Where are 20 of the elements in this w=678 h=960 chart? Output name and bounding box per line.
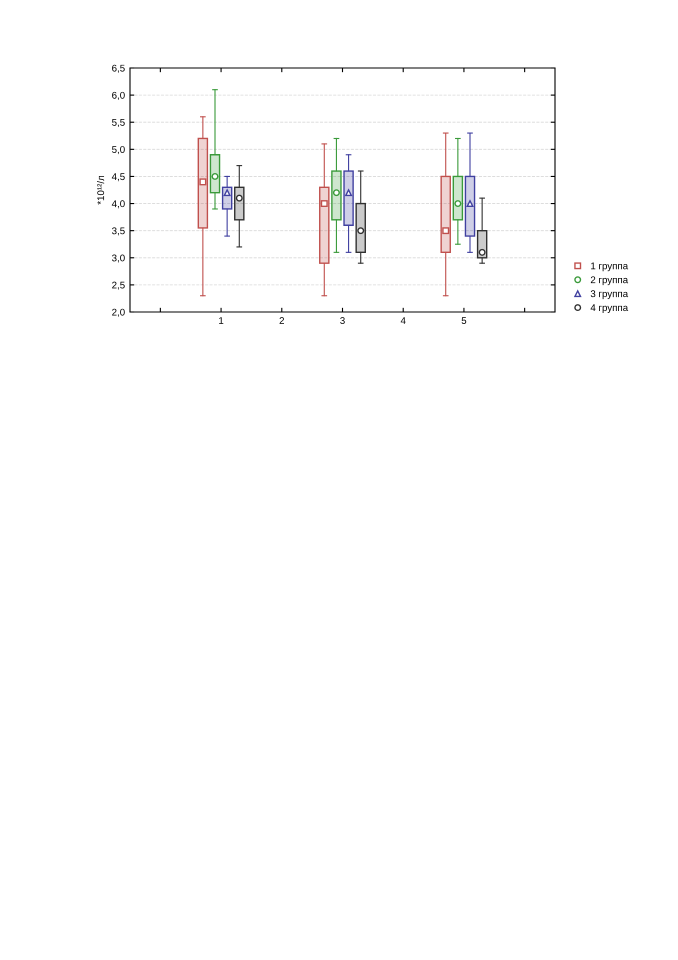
- y-tick-label: 6,0: [112, 92, 125, 100]
- y-tick-label: 5,0: [112, 146, 125, 154]
- x-tick-label: 3: [340, 317, 345, 324]
- y-tick-label: 5,5: [112, 119, 125, 127]
- y-tick-label: 2,0: [112, 308, 125, 317]
- x-tick-label: 4: [400, 317, 406, 324]
- y-tick-label: 4,5: [112, 173, 125, 182]
- y-tick-label: 2,5: [112, 282, 125, 290]
- legend-label: 2 группа: [590, 276, 628, 286]
- y-tick-label: 3,0: [112, 254, 125, 263]
- legend-label: 1 группа: [591, 262, 628, 272]
- legend-label: 3 группа: [590, 290, 628, 300]
- x-tick-label: 2: [280, 317, 284, 324]
- y-tick-label: 6,5: [112, 64, 125, 73]
- x-tick-label: 1: [219, 317, 224, 324]
- y-tick-label: 3,5: [112, 227, 125, 236]
- x-tick-label: 5: [462, 317, 466, 324]
- legend-label: 4 группа: [590, 304, 628, 314]
- y-tick-label: 4,0: [112, 200, 125, 208]
- y-axis-title: *10¹²/л: [97, 176, 104, 205]
